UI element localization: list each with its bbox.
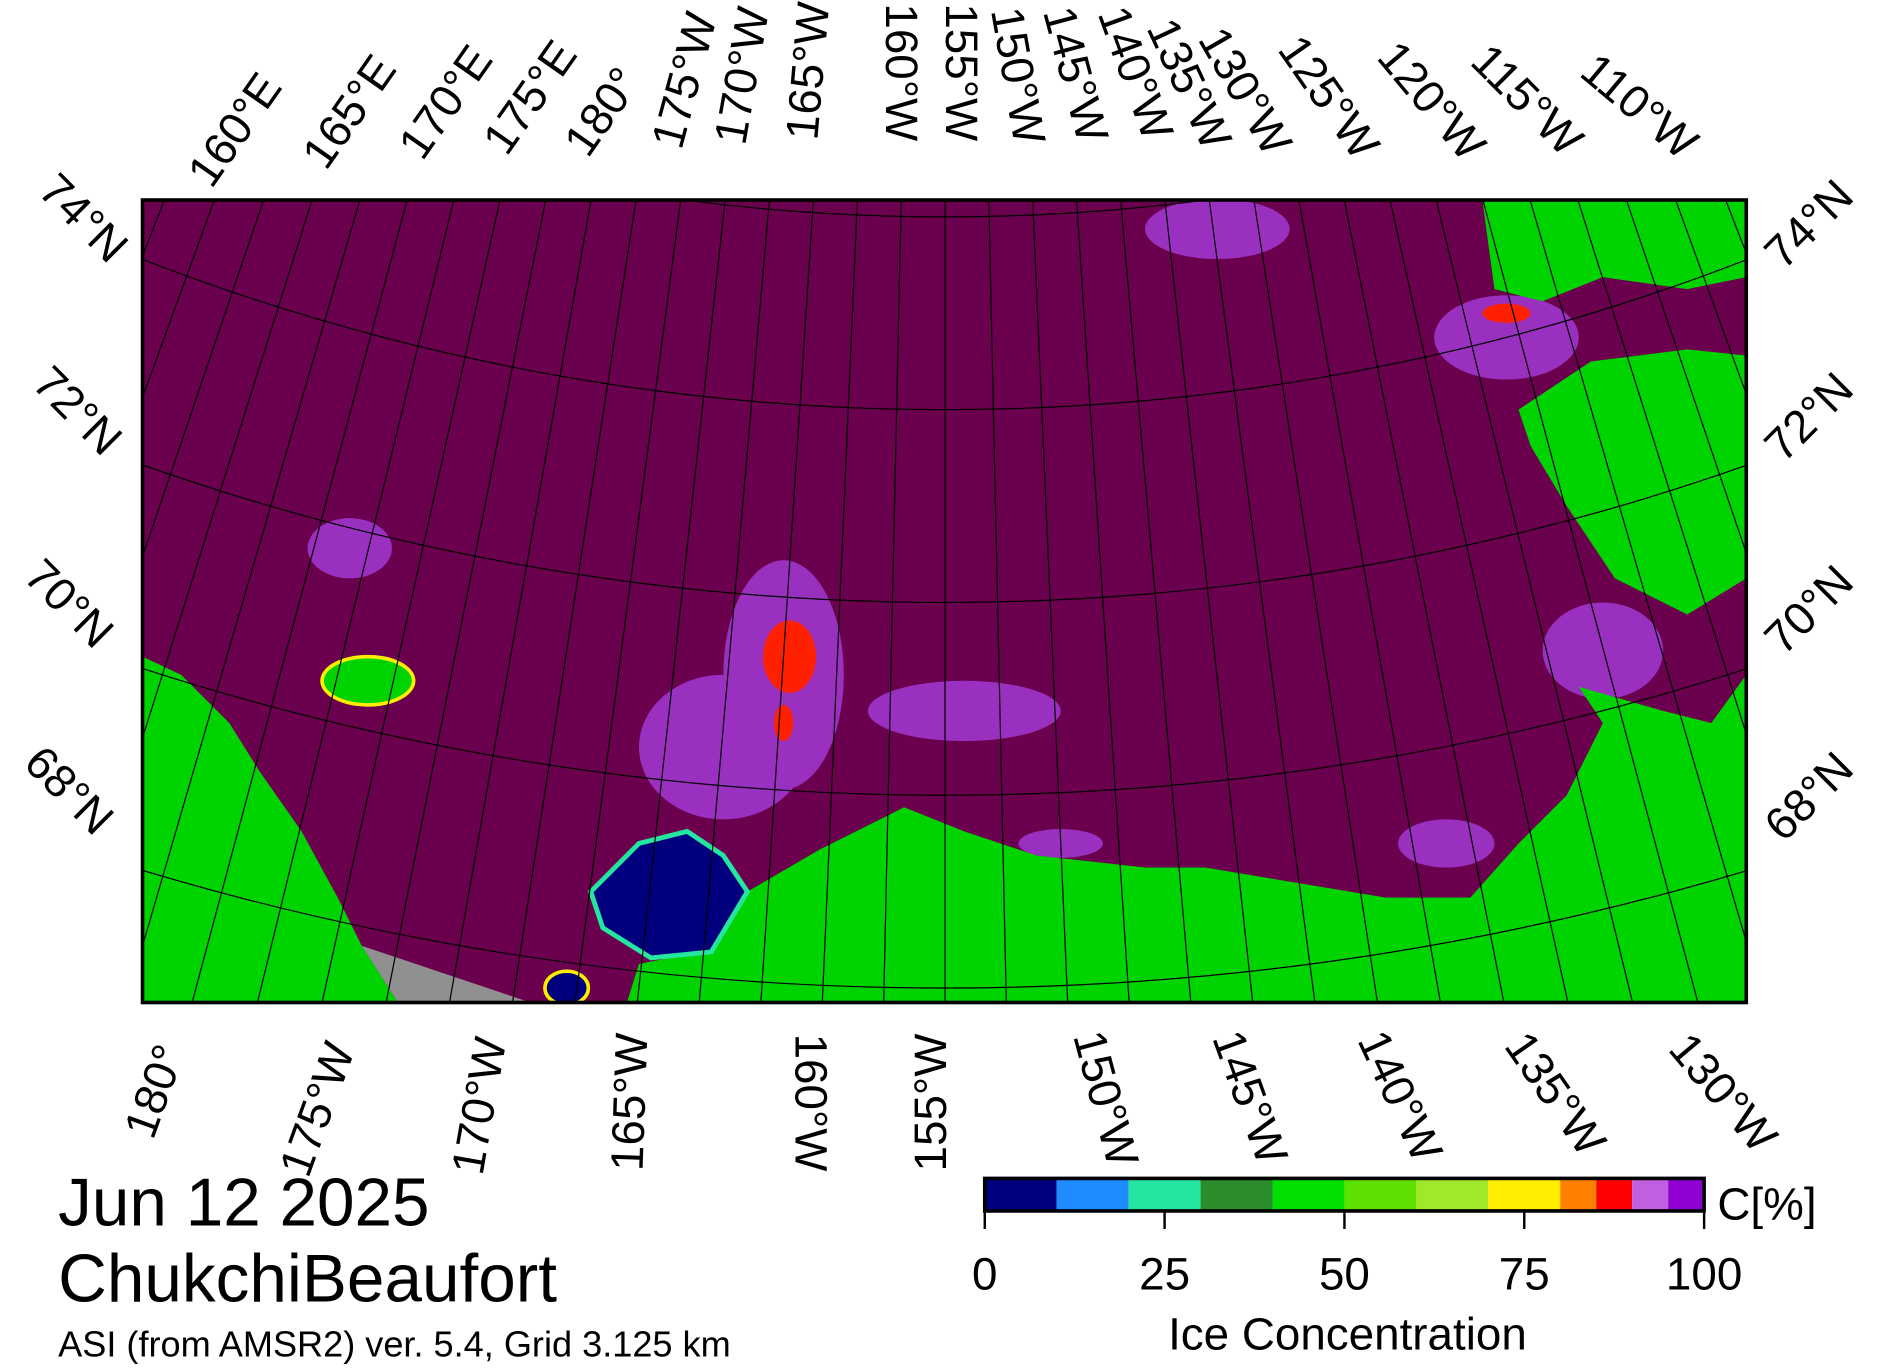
meridian-line bbox=[1032, 200, 1069, 1003]
meridian-line bbox=[1253, 200, 1379, 1003]
colorbar-bin bbox=[1056, 1178, 1129, 1211]
colorbar-bin bbox=[1272, 1178, 1345, 1211]
axis-label: 160°E bbox=[178, 64, 292, 196]
source: ASI (from AMSR2) ver. 5.4, Grid 3.125 km bbox=[58, 1324, 731, 1365]
meridian-line bbox=[1577, 200, 1747, 736]
meridian-line bbox=[883, 200, 902, 1003]
axis-label: 145°W bbox=[1202, 1024, 1297, 1172]
axis-label: 155°W bbox=[905, 1033, 956, 1172]
axis-label: 110°W bbox=[1571, 43, 1707, 169]
colorbar-frame bbox=[982, 1176, 1706, 1213]
map-frame bbox=[140, 198, 1749, 1005]
colorbar-unit: C[%] bbox=[1717, 1178, 1816, 1229]
low-ice bbox=[307, 200, 1664, 868]
axis-label: 160°W bbox=[876, 3, 927, 142]
meridian-line bbox=[1298, 200, 1442, 1003]
axis-label: 150°W bbox=[1063, 1025, 1148, 1172]
meridian-line bbox=[1835, 0, 1890, 865]
colorbar-tick-label: 75 bbox=[1499, 1248, 1550, 1299]
colorbar-label: Ice Concentration bbox=[1168, 1309, 1527, 1360]
meridian-line bbox=[191, 200, 408, 1003]
axis-label: 160°W bbox=[786, 1034, 837, 1173]
colorbar-tick-label: 0 bbox=[972, 1248, 997, 1299]
colorbar-bin bbox=[984, 1178, 1057, 1211]
land-alaska bbox=[626, 674, 1747, 1003]
axis-label: 68°N bbox=[1755, 742, 1863, 850]
axis-label: 175°W bbox=[270, 1035, 365, 1183]
colorbar-bin bbox=[1416, 1178, 1489, 1211]
meridian-line bbox=[256, 200, 455, 1003]
axis-label: 165°W bbox=[776, 0, 839, 142]
axis-label: 165°W bbox=[602, 1031, 658, 1171]
no-data bbox=[361, 945, 531, 1003]
axis-label: 180° bbox=[114, 1038, 194, 1144]
meridian-line bbox=[821, 200, 858, 1003]
land-banks-island bbox=[1518, 349, 1747, 615]
axis-label: 72°N bbox=[23, 357, 131, 465]
colorbar-bin bbox=[1668, 1178, 1705, 1211]
axis-label: 170°E bbox=[389, 36, 503, 168]
region: ChukchiBeaufort bbox=[58, 1241, 557, 1316]
colorbar-tick-label: 100 bbox=[1666, 1248, 1742, 1299]
meridian-line bbox=[636, 200, 726, 1003]
meridian-line bbox=[760, 200, 815, 1003]
meridian-line bbox=[0, 0, 18, 834]
meridian-line bbox=[321, 200, 501, 1003]
date: Jun 12 2025 bbox=[58, 1165, 429, 1240]
axis-label: 165°E bbox=[292, 46, 406, 178]
land-siberia bbox=[142, 656, 398, 1003]
meridian-line bbox=[1872, 0, 1890, 834]
meridian-line bbox=[142, 200, 361, 948]
land-islands bbox=[1482, 200, 1747, 302]
meridian-line bbox=[1529, 200, 1747, 944]
colorbar-bin bbox=[1632, 1178, 1669, 1211]
meridian-line bbox=[574, 200, 682, 1003]
meridian-line bbox=[988, 200, 1007, 1003]
meridian-line bbox=[1389, 200, 1569, 1003]
axis-label: 140°W bbox=[1348, 1023, 1453, 1170]
axis-label: 135°W bbox=[1495, 1023, 1616, 1166]
colorbar-tick-label: 25 bbox=[1139, 1248, 1190, 1299]
axis-label: 70°N bbox=[15, 549, 123, 657]
axis-label: 125°W bbox=[1268, 26, 1389, 169]
meridian-line bbox=[142, 200, 265, 559]
axis-label: 170°W bbox=[442, 1033, 516, 1178]
meridian-line bbox=[698, 200, 770, 1003]
lagoon bbox=[543, 969, 591, 1003]
meridian-line bbox=[1625, 200, 1747, 555]
axis-label: 120°W bbox=[1368, 32, 1496, 171]
colorbar-bin bbox=[1344, 1178, 1417, 1211]
meridian-line bbox=[1435, 200, 1634, 1003]
colorbar-bin bbox=[1560, 1178, 1597, 1211]
colorbar-bin bbox=[1128, 1178, 1201, 1211]
meridian-line bbox=[0, 0, 55, 865]
axis-label: 130°W bbox=[1659, 1023, 1787, 1162]
axis-label: 72°N bbox=[1755, 363, 1863, 471]
colorbar: 0 25 50 75 100 bbox=[972, 1176, 1742, 1299]
meridian-line bbox=[448, 200, 592, 1003]
colorbar-bin bbox=[1488, 1178, 1561, 1211]
meridian-line bbox=[1164, 200, 1254, 1003]
map-area bbox=[0, 0, 1890, 1003]
axis-label: 74°N bbox=[1755, 170, 1863, 278]
axis-label: 70°N bbox=[1755, 555, 1863, 663]
axis-label: 74°N bbox=[29, 164, 137, 272]
meridian-line bbox=[1208, 200, 1316, 1003]
meridian-line bbox=[511, 200, 637, 1003]
high-ice bbox=[763, 303, 1531, 742]
meridian-line bbox=[142, 200, 313, 740]
meridian-line bbox=[1120, 200, 1192, 1003]
axis-label: 68°N bbox=[15, 736, 123, 844]
meridian-line bbox=[1075, 200, 1130, 1003]
colorbar-bin bbox=[1596, 1178, 1633, 1211]
axis-label: 155°W bbox=[936, 3, 987, 142]
graticule bbox=[0, 0, 1890, 1003]
meridian-line bbox=[1343, 200, 1505, 1003]
meridian-line bbox=[1482, 200, 1699, 1003]
meridian-line bbox=[385, 200, 547, 1003]
colorbar-bin bbox=[1200, 1178, 1273, 1211]
colorbar-tick-label: 50 bbox=[1319, 1248, 1370, 1299]
